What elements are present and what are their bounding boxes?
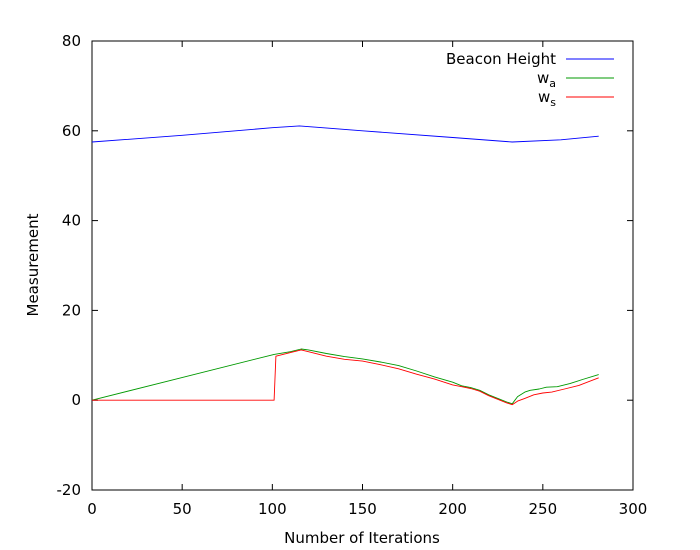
x-tick-label: 0 [87, 500, 97, 518]
y-tick-label: -20 [57, 481, 82, 499]
legend-label-sub: a [549, 77, 556, 90]
legend-label-1: Beacon Height [446, 50, 556, 68]
legend-label-main: Beacon Height [446, 50, 556, 68]
y-axis-title: Measurement [24, 213, 42, 316]
legend-label-3: ws [538, 88, 556, 109]
y-tick-label: 80 [62, 32, 81, 50]
x-tick-label: 250 [529, 500, 558, 518]
series-line-1 [91, 125, 599, 143]
x-ticks: 0 50 100 150 200 250 300 [87, 41, 647, 518]
x-tick-label: 200 [438, 500, 467, 518]
y-tick-label: 20 [62, 301, 81, 319]
series-line-2 [91, 348, 599, 405]
y-tick-label: 60 [62, 122, 81, 140]
legend-label-sub: s [550, 96, 556, 109]
x-tick-label: 50 [173, 500, 192, 518]
x-tick-label: 150 [348, 500, 377, 518]
legend-label-2: wa [537, 69, 556, 90]
legend-label-main: w [537, 69, 549, 87]
x-axis-title: Number of Iterations [284, 529, 440, 547]
y-ticks: -20 0 20 40 60 80 [57, 32, 633, 499]
legend-label-main: w [538, 88, 550, 106]
series-layer [91, 125, 599, 406]
y-tick-label: 40 [62, 212, 81, 230]
x-tick-label: 100 [258, 500, 287, 518]
x-tick-label: 300 [619, 500, 648, 518]
series-line-3 [92, 349, 599, 406]
y-tick-label: 0 [71, 391, 81, 409]
